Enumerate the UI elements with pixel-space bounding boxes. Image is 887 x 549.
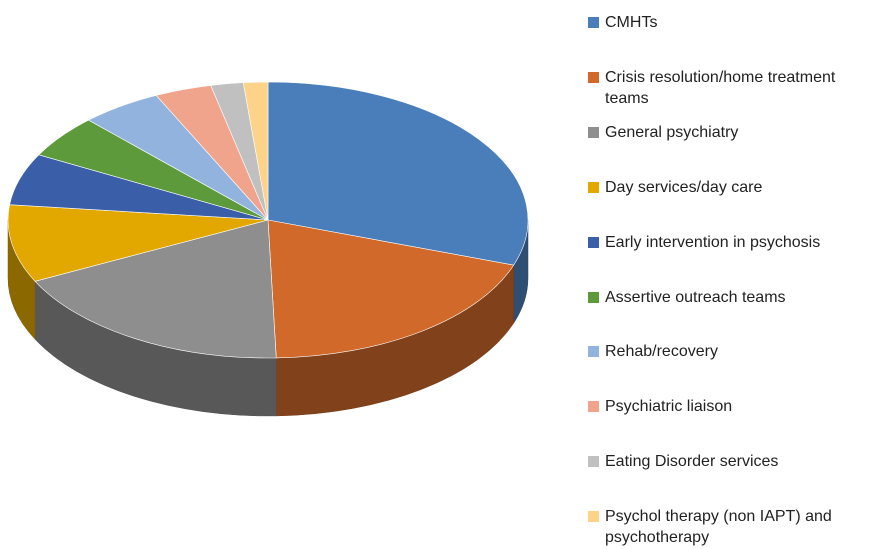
legend-swatch [588, 291, 599, 303]
legend-label: Early intervention in psychosis [605, 233, 821, 251]
legend-item: Psychiatric liaison [588, 396, 880, 417]
legend-item: General psychiatry [588, 122, 880, 143]
slice [7, 204, 269, 282]
legend-label: Psychiatric liaison [605, 398, 733, 416]
legend-item: CMHTs [588, 12, 880, 33]
legend-item: Early intervention in psychosis [588, 232, 880, 253]
legend-swatch [588, 401, 599, 413]
slice [267, 219, 515, 359]
legend-item: Eating Disorder services [588, 451, 880, 472]
legend-item: Crisis resolution/home treatment teams [588, 67, 880, 109]
legend-item: Assertive outreach teams [588, 287, 880, 308]
legend-swatch [588, 17, 599, 28]
legend-label: General psychiatry [605, 123, 739, 141]
legend-swatch [588, 236, 599, 248]
legend-label: CMHTs [605, 14, 658, 31]
legend-swatch [588, 346, 599, 358]
legend-item: Psychol therapy (non IAPT) and psychothe… [588, 506, 880, 548]
slice [242, 81, 269, 221]
legend-label: Eating Disorder services [605, 453, 779, 471]
legend-item: Rehab/recovery [588, 341, 880, 362]
legend-label: Assertive outreach teams [605, 288, 786, 306]
legend-item: Day services/day care [588, 177, 880, 198]
legend-swatch [588, 456, 599, 468]
legend-label: Crisis resolution/home treatment teams [605, 68, 836, 107]
legend-swatch [588, 126, 599, 138]
legend-label: Rehab/recovery [605, 343, 718, 361]
slice [267, 81, 529, 266]
pie-area [7, 81, 529, 417]
legend-swatch [588, 181, 599, 193]
legend-swatch [588, 511, 599, 523]
legend-label: Day services/day care [605, 178, 763, 196]
slice [34, 219, 277, 359]
legend-label: Psychol therapy (non IAPT) and psychothe… [605, 508, 832, 547]
legend-swatch [588, 71, 599, 83]
